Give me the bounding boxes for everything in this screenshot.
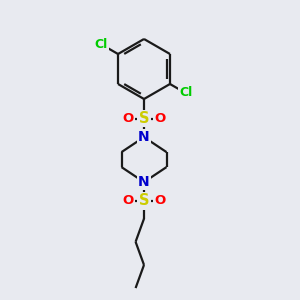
Text: O: O [154, 194, 165, 207]
Text: N: N [138, 130, 150, 144]
Text: Cl: Cl [94, 38, 107, 51]
Text: O: O [154, 112, 165, 125]
Text: N: N [138, 175, 150, 189]
Text: S: S [139, 111, 149, 126]
Text: S: S [139, 193, 149, 208]
Text: Cl: Cl [179, 86, 192, 99]
Text: O: O [123, 112, 134, 125]
Text: O: O [123, 194, 134, 207]
